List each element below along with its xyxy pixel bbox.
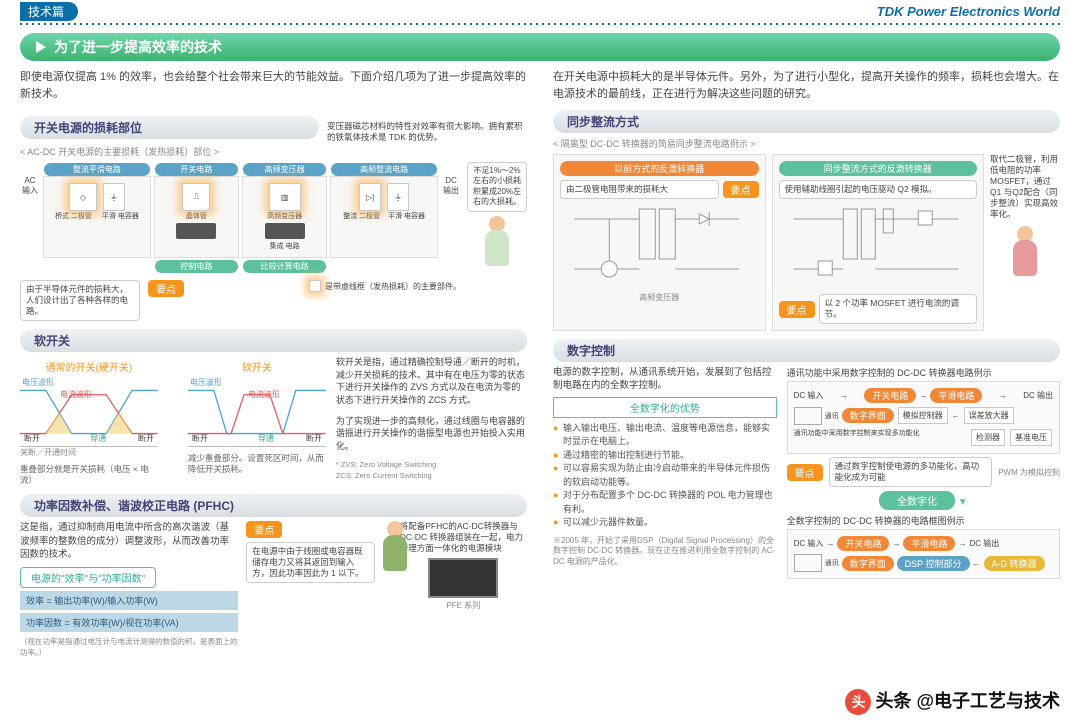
sync-t1: 以前方式的反激转换器 [560, 161, 759, 176]
pfhc-pill: 电源的"效率"与"功率因数" [20, 567, 156, 588]
pfhc-foot: （视在功率是指通过电压计与电流计测得的数值的积，是表面上的功率。） [20, 636, 238, 658]
soft-foot: * ZVS: Zero Voltage Switching ZCS: Zero … [336, 460, 527, 481]
pfhc-callout: 在电源中由于线圈或电容器既储存电力又将其返回到输入方，因此功率因此为 1 以下。 [246, 542, 375, 583]
stage-hfrect: 高频整流电路 [331, 163, 437, 176]
block-diagram-2: DC 输入→ 开关电路→ 平滑电路→ DC 输出 通讯 数字界面 DSP 控制部… [787, 529, 1060, 579]
pfhc-eq1: 效率 = 输出功率(W)/输入功率(W) [20, 591, 238, 610]
pfe-label: PFE 系列 [400, 600, 527, 611]
cap-icon: ⏚ [103, 183, 125, 211]
sync-side: 取代二极管，利用低电阻的功率 MOSFET，通过 Q1 与Q2配合（同步整流）实… [990, 154, 1060, 220]
point-tag: 要点 [148, 280, 184, 297]
flyback-old-circuit [560, 199, 759, 289]
bd1-title: 通讯功能中采用数字控制的 DC-DC 转换器电路例示 [787, 366, 1060, 379]
bd2-title: 全数字控制的 DC-DC 转换器的电路框图例示 [787, 514, 1060, 527]
point-tag: 要点 [787, 464, 823, 481]
ctrl-label: 比较计算电路 [243, 260, 326, 273]
dig-adv-list: 输入输出电压、输出电流、温度等电源信息，能够实时显示在电脑上。 通过精密的输出控… [553, 422, 777, 530]
loss-side-note: 变压器磁芯材料的特性对效率有很大影响。拥有累积的铁氧体技术是 TDK 的优势。 [327, 121, 527, 143]
ic-chip-icon [265, 223, 305, 239]
pfe-image [428, 558, 498, 598]
sync-c1: 由二极管电阻带来的损耗大 [560, 180, 719, 199]
dig-intro: 电源的数字控制，从通讯系统开始，发展到了包括控制电路在内的全数字控制。 [553, 366, 777, 393]
sync-c2: 使用辅助线圈引起的电压驱动 Q2 模拟。 [779, 180, 978, 199]
person-icon [481, 216, 513, 276]
block-diagram-1: DC 输入 → 开关电路→ 平滑电路 → DC 输出 通讯 数字界面 模拟控制器… [787, 381, 1060, 454]
balloon: 不足1%～2%左右的小损耗积累成20%左右的大损耗。 [467, 162, 527, 212]
stage-rect: 整流平滑电路 [44, 163, 150, 176]
person-icon [379, 521, 391, 581]
person-icon [1009, 226, 1041, 286]
header-brand: TDK Power Electronics World [877, 4, 1060, 19]
hard-sw-title: 通常的开关(硬开关) [20, 359, 158, 374]
dig-adv-title: 全数字化的优势 [553, 397, 777, 418]
pfhc-eq2: 功率因数 = 有效功率(W)/视在功率(VA) [20, 613, 238, 632]
dig-foot: ※2005 年，开始了采用DSP（Digital Signal Processi… [553, 536, 777, 567]
stage-trans: 高频变压器 [243, 163, 326, 176]
point-tag: 要点 [246, 521, 282, 538]
pc-icon [794, 554, 822, 572]
bd1-callout: 通过数字控制使电源的多功能化，高功能化成为可能 [829, 457, 993, 487]
watermark-logo-icon: 头 [845, 689, 871, 715]
sect-loss: 开关电源的损耗部位 [20, 116, 319, 139]
sync-sub: < 隔离型 DC-DC 转换器的简易同步整流电路例示 > [553, 137, 1060, 150]
pc-icon [794, 407, 822, 425]
cap-icon: ⏚ [387, 183, 409, 211]
stage-switch: 开关电路 [155, 163, 238, 176]
watermark: 头头条 @电子工艺与技术 [845, 687, 1060, 715]
dc-out-label: DC 输出 [441, 176, 461, 258]
soft-waveform: 电压波形 电流波形 断开 导通 断开 [188, 377, 326, 447]
pfhc-right: 将配备PFHC的AC-DC转换器与 DC-DC 转换器组装在一起，电力管理方面一… [400, 521, 527, 554]
soft-sw-title: 软开关 [188, 359, 326, 374]
left-column: 即使电源仅提高 1% 的效率，也会给整个社会带来巨大的节能效益。下面介绍几项为了… [20, 69, 527, 658]
transformer-icon: ▥ [269, 183, 301, 211]
point-tag: 要点 [779, 301, 815, 318]
flyback-sync-circuit [779, 199, 978, 289]
soft-desc2: 为了实现进一步的高频化，通过线圈与电容器的谐振进行开关操作的谐振型电源也开始投入… [336, 415, 527, 453]
sect-soft: 软开关 [20, 329, 527, 352]
legend: 是带虚线框（发热损耗）的主要部件。 [325, 281, 461, 292]
right-column: 在开关电源中损耗大的是半导体元件。另外，为了进行小型化，提高开关操作的频率，损耗… [553, 69, 1060, 658]
sect-sync: 同步整流方式 [553, 110, 1060, 133]
loss-sub: < AC-DC 开关电源的主要损耗（发热损耗）部位 > [20, 145, 527, 158]
sect-digital: 数字控制 [553, 339, 1060, 362]
point-tag: 要点 [723, 181, 759, 198]
axis-label: 关断／开通时间 [20, 447, 158, 458]
transistor-icon: ⎍ [182, 183, 210, 211]
soft-note: 减少重叠部分。设置死区时间，从而降低开关损耗。 [188, 453, 326, 475]
divider [20, 23, 1060, 25]
header-tag: 技术篇 [20, 2, 78, 21]
pfhc-desc: 这是指，通过抑制商用电流中所含的高次谐波（基波频率的整数倍的成分）调整波形，从而… [20, 521, 238, 561]
intro-right: 在开关电源中损耗大的是半导体元件。另外，为了进行小型化，提高开关操作的频率，损耗… [553, 69, 1060, 102]
intro-left: 即使电源仅提高 1% 的效率，也会给整个社会带来巨大的节能效益。下面介绍几项为了… [20, 69, 527, 102]
ic-chip-icon [176, 223, 216, 239]
sync-bottom: 以 2 个功率 MOSFET 进行电流的调节。 [819, 294, 978, 324]
hard-note: 重叠部分就是开关损耗（电压 × 电流） [20, 464, 158, 486]
loss-callout: 由于半导体元件的损耗大，人们设计出了各种各样的电路。 [20, 280, 140, 321]
diode-icon: ▷| [359, 183, 381, 211]
soft-desc1: 软开关是指，通过精确控制导通／断开的时机，减少开关损耗的技术。其中有在电压为零的… [336, 356, 527, 406]
sect-pfhc: 功率因数补偿、谐波校正电路 (PFHC) [20, 494, 527, 517]
bridge-icon: ◇ [69, 183, 97, 211]
ctrl-label: 控制电路 [155, 260, 238, 273]
hard-waveform: 电压波形 电流波形 断开 导通 断开 [20, 377, 158, 447]
full-digital-pill: 全数字化 [879, 491, 955, 510]
ac-in-label: AC 输入 [20, 176, 40, 258]
page-title: 为了进一步提高效率的技术 [20, 33, 1060, 61]
sync-t2: 同步整流方式的反激转换器 [779, 161, 978, 176]
